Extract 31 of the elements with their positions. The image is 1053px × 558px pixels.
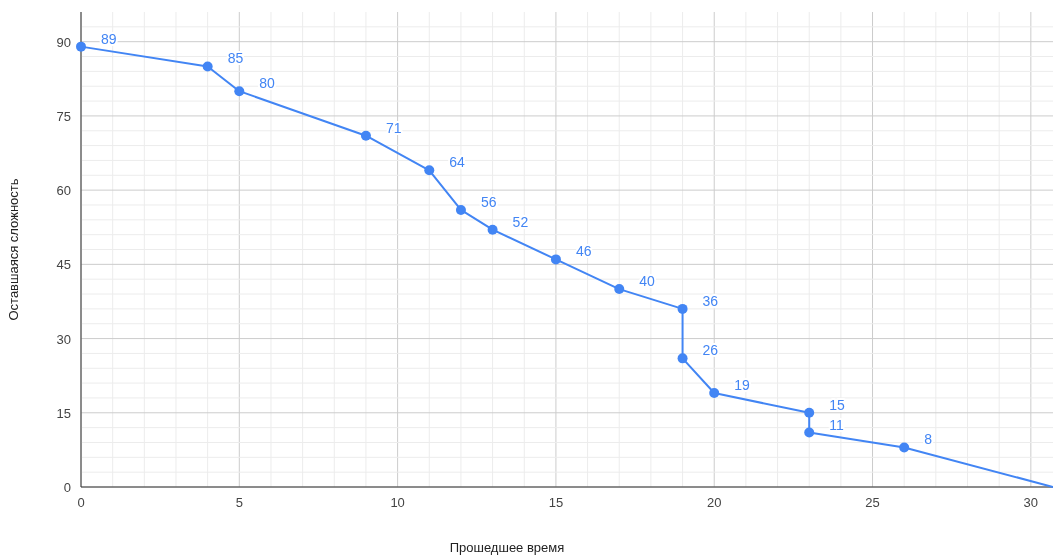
data-label: 15 — [829, 396, 845, 413]
x-tick-label: 30 — [1023, 495, 1039, 510]
x-tick-label: 20 — [706, 495, 722, 510]
y-tick-label: 90 — [56, 34, 71, 50]
y-axis-title: Оставшаяся сложность — [6, 178, 21, 321]
y-tick-label: 45 — [56, 257, 71, 273]
data-label: 8 — [924, 431, 933, 448]
data-label: 56 — [480, 193, 497, 210]
x-axis-title: Прошедшее время — [449, 540, 565, 555]
y-tick-label: 30 — [56, 331, 71, 347]
data-label: 80 — [259, 75, 276, 92]
y-tick-label: 60 — [56, 183, 71, 199]
data-label: 11 — [829, 416, 844, 433]
x-tick-label: 0 — [77, 495, 85, 510]
data-label: 36 — [702, 292, 719, 309]
data-label: 71 — [385, 119, 402, 136]
data-label: 40 — [639, 273, 656, 290]
data-label: 19 — [734, 376, 751, 393]
data-label: 52 — [512, 213, 529, 230]
data-label: 85 — [227, 50, 244, 67]
data-label: 89 — [101, 30, 117, 47]
y-tick-label: 15 — [56, 405, 71, 421]
data-label: 64 — [449, 154, 466, 171]
x-tick-label: 15 — [548, 495, 564, 510]
x-tick-label: 25 — [865, 495, 880, 510]
x-tick-label: 5 — [235, 495, 243, 510]
y-tick-label: 75 — [56, 108, 71, 124]
data-label: 26 — [702, 342, 719, 359]
y-tick-label: 0 — [63, 480, 71, 495]
data-label: 46 — [575, 243, 592, 260]
x-tick-label: 10 — [390, 495, 405, 510]
